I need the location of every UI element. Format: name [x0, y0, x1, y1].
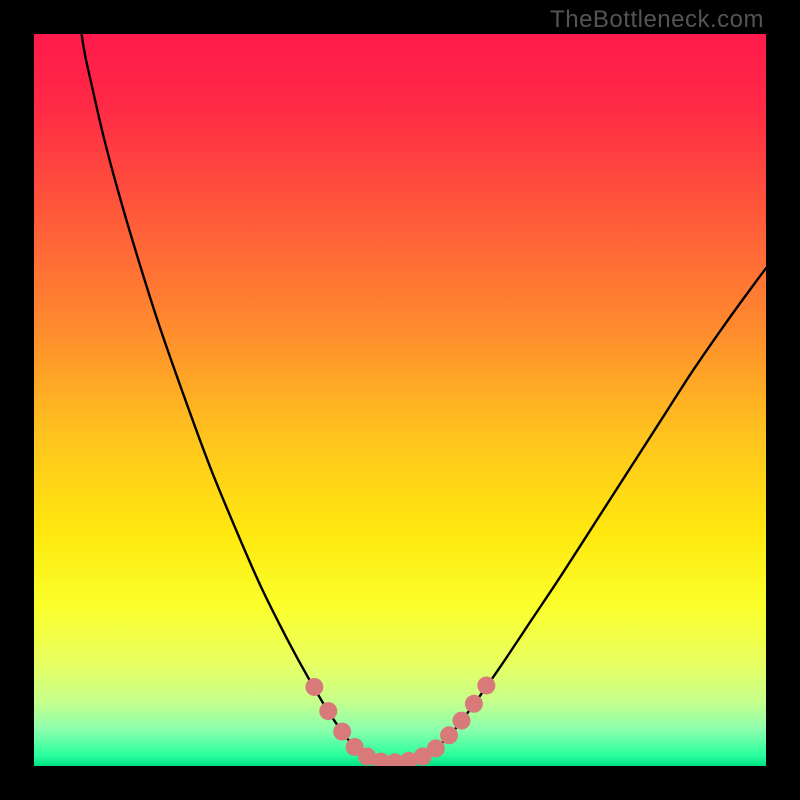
curve-marker — [452, 712, 470, 730]
bottleneck-curve — [82, 34, 766, 762]
curve-marker — [333, 723, 351, 741]
chart-svg-overlay — [0, 0, 800, 800]
curve-marker — [440, 726, 458, 744]
curve-marker — [319, 702, 337, 720]
curve-marker — [477, 676, 495, 694]
curve-marker — [305, 678, 323, 696]
chart-stage: TheBottleneck.com — [0, 0, 800, 800]
curve-marker — [465, 695, 483, 713]
curve-marker — [427, 739, 445, 757]
